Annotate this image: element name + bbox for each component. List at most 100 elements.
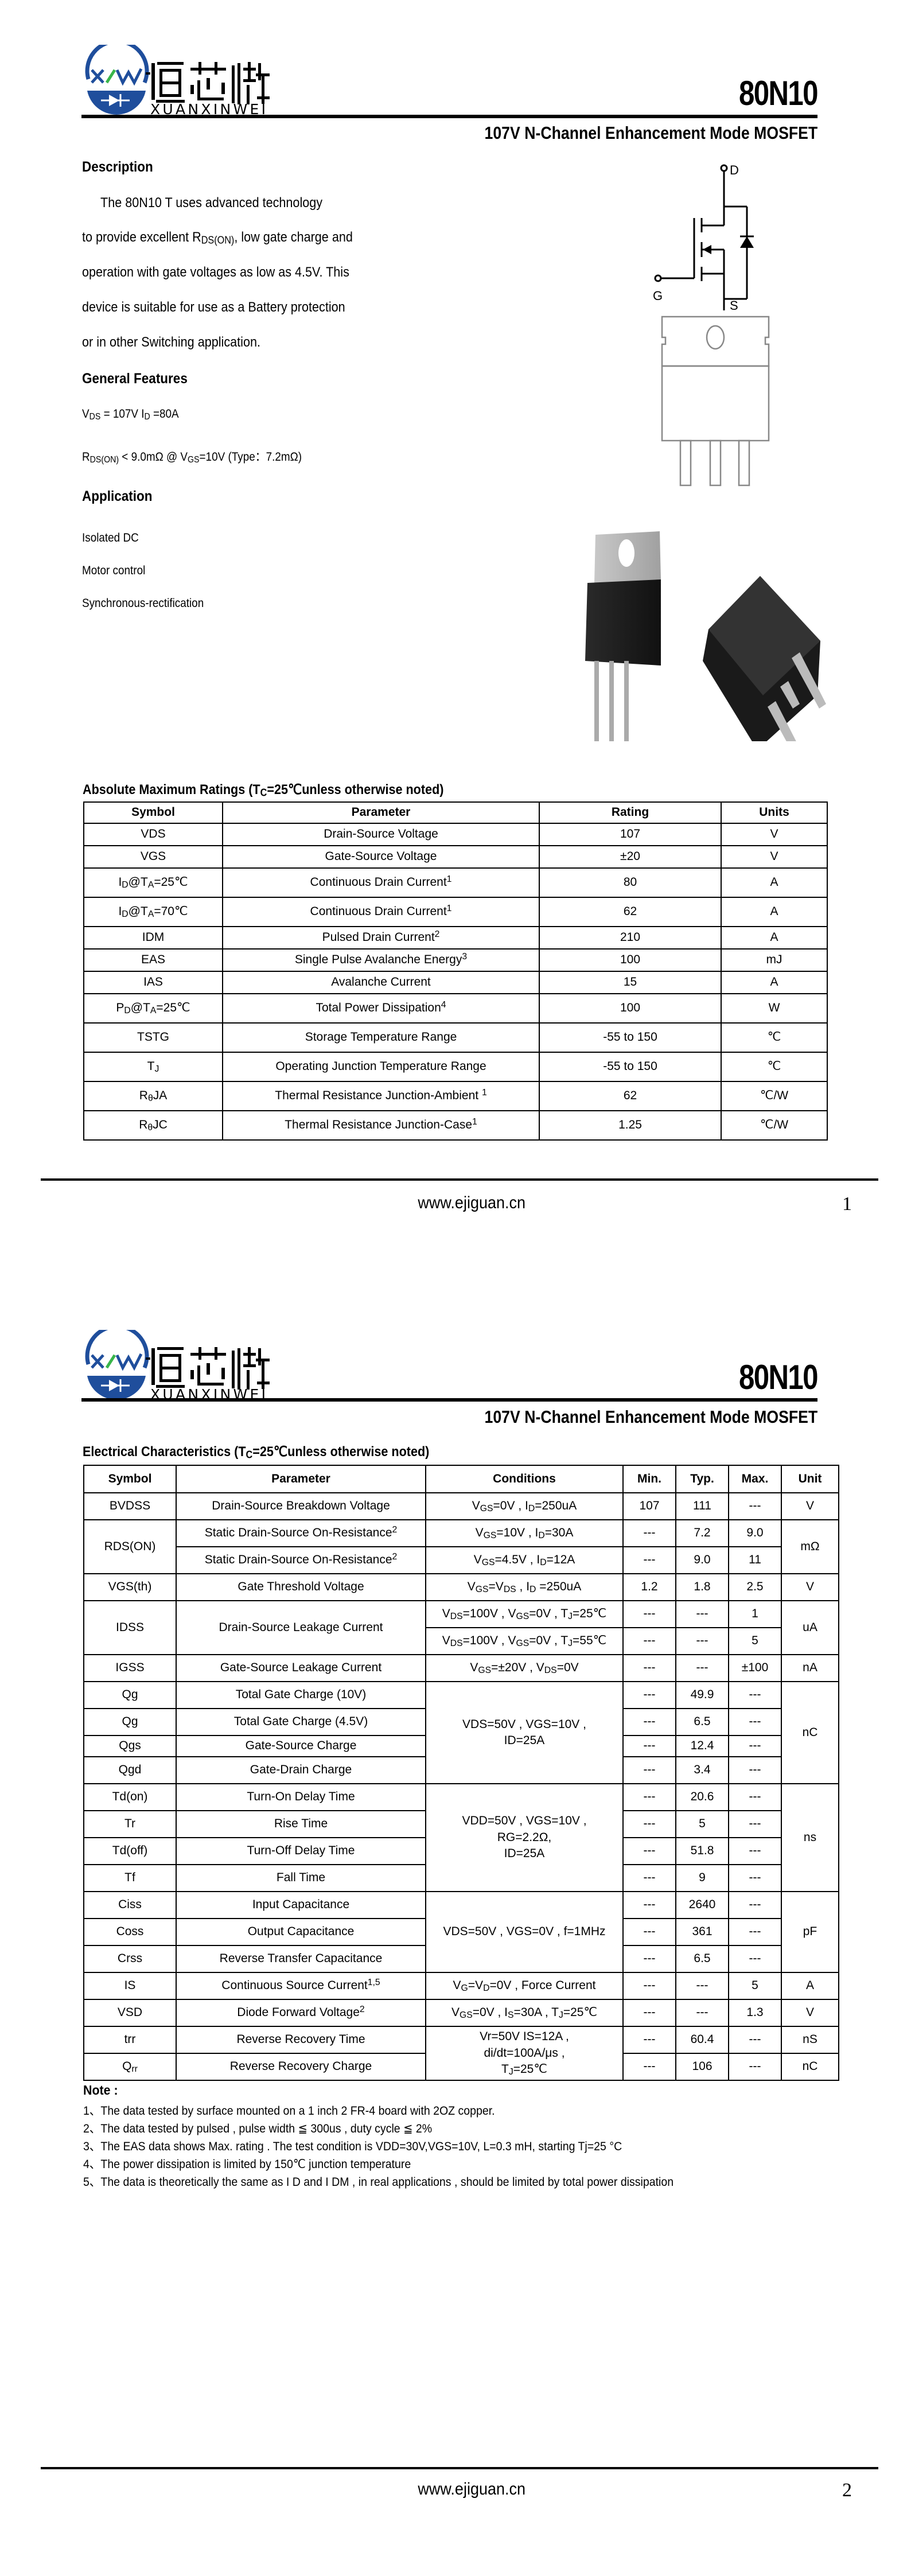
min-cell: --- xyxy=(622,1972,676,2000)
symbol-cell: Qg xyxy=(83,1708,177,1736)
package-outline-drawing xyxy=(661,316,770,487)
min-cell: --- xyxy=(622,1837,676,1865)
column-header: Parameter xyxy=(222,801,540,824)
parameter-cell: Gate-Drain Charge xyxy=(176,1756,426,1784)
table-header-row: Symbol Parameter Rating Units xyxy=(83,801,828,824)
symbol-cell: IDSS xyxy=(83,1600,177,1655)
typ-cell: 1.8 xyxy=(675,1573,729,1601)
symbol-cell: IAS xyxy=(83,971,223,994)
units-cell: ℃/W xyxy=(721,1110,828,1141)
typ-cell: 20.6 xyxy=(675,1783,729,1811)
symbol-cell: Td(off) xyxy=(83,1837,177,1865)
description-heading: Description xyxy=(82,159,153,175)
rating-cell: 62 xyxy=(539,897,722,927)
typ-cell: --- xyxy=(675,1999,729,2027)
typ-cell: 106 xyxy=(675,2053,729,2081)
max-cell: --- xyxy=(728,2053,782,2081)
symbol-cell: RDS(ON) xyxy=(83,1519,177,1574)
source-label: S xyxy=(730,298,738,313)
table-row: Qg Total Gate Charge (10V) VDS=50V , VGS=1… xyxy=(83,1681,839,1784)
symbol-cell: Ciss xyxy=(83,1891,177,1919)
rating-cell: 210 xyxy=(539,926,722,950)
rating-cell: 15 xyxy=(539,971,722,994)
table-row: trr Reverse Recovery Time Vr=50V IS=12A , … xyxy=(83,2026,839,2081)
table-row: IAS Avalanche Current 15 A xyxy=(83,971,828,994)
parameter-cell: Turn-On Delay Time xyxy=(176,1783,426,1811)
table-row: Tr Rise Time --- 5 --- xyxy=(83,1810,839,1838)
min-cell: --- xyxy=(622,1999,676,2027)
conditions-cell: VDS=50V , VGS=0V , f=1MHz xyxy=(425,1891,624,1973)
parameter-cell: Rise Time xyxy=(176,1810,426,1838)
max-cell: --- xyxy=(728,1945,782,1973)
conditions-cell: VGS=4.5V , ID=12A xyxy=(425,1546,624,1574)
header-rule xyxy=(81,1398,817,1402)
logo-mark: XUANXINWEI xyxy=(85,1324,270,1403)
feature-line: VDS = 107V ID =80A xyxy=(82,407,179,422)
units-cell: A xyxy=(721,926,828,950)
symbol-cell: ID@TA=25℃ xyxy=(83,867,223,898)
parameter-cell: Thermal Resistance Junction-Ambient 1 xyxy=(222,1081,540,1111)
unit-cell: A xyxy=(781,1972,839,2000)
symbol-cell: ID@TA=70℃ xyxy=(83,897,223,927)
column-header: Symbol xyxy=(83,1465,177,1493)
elec-title: Electrical Characteristics (TC=25℃unless… xyxy=(83,1444,430,1461)
parameter-cell: Gate Threshold Voltage xyxy=(176,1573,426,1601)
table-row: TJ Operating Junction Temperature Range -5… xyxy=(83,1052,828,1082)
typ-cell: 6.5 xyxy=(675,1945,729,1973)
column-header: Symbol xyxy=(83,801,223,824)
table-row: IDSS Drain-Source Leakage Current VDS=100V… xyxy=(83,1600,839,1655)
svg-text:XUANXINWEI: XUANXINWEI xyxy=(150,101,267,116)
parameter-cell: Avalanche Current xyxy=(222,971,540,994)
description-line: to provide excellent RDS(ON), low gate c… xyxy=(82,229,353,246)
note-item: 5、The data is theoretically the same as … xyxy=(83,2176,674,2189)
parameter-cell: Drain-Source Leakage Current xyxy=(176,1600,426,1655)
application-item: Synchronous-rectification xyxy=(82,597,204,610)
parameter-cell: Total Power Dissipation4 xyxy=(222,993,540,1024)
units-cell: mJ xyxy=(721,948,828,972)
footer-url: www.ejiguan.cn xyxy=(418,2480,526,2499)
table-row: BVDSS Drain-Source Breakdown Voltage VGS=0… xyxy=(83,1492,839,1520)
min-cell: --- xyxy=(622,1654,676,1682)
company-logo: XUANXINWEI xyxy=(84,39,273,119)
typ-cell: 6.5 xyxy=(675,1708,729,1736)
symbol-cell: Crss xyxy=(83,1945,177,1973)
parameter-cell: Drain-Source Voltage xyxy=(222,823,540,846)
table-row: ID@TA=70℃ Continuous Drain Current1 62 A xyxy=(83,897,828,927)
max-cell: --- xyxy=(728,1708,782,1736)
parameter-cell: Single Pulse Avalanche Energy3 xyxy=(222,948,540,972)
company-logo: XUANXINWEI xyxy=(84,1324,273,1404)
max-cell: --- xyxy=(728,1756,782,1784)
table-row: Qgs Gate-Source Charge --- 12.4 --- xyxy=(83,1735,839,1757)
max-cell: 1.3 xyxy=(728,1999,782,2027)
min-cell: --- xyxy=(622,1783,676,1811)
units-cell: V xyxy=(721,845,828,869)
parameter-cell: Total Gate Charge (10V) xyxy=(176,1681,426,1709)
table-row: VGS Gate-Source Voltage ±20 V xyxy=(83,845,828,869)
parameter-cell: Reverse Transfer Capacitance xyxy=(176,1945,426,1973)
conditions-cell: VGS=±20V , VDS=0V xyxy=(425,1654,624,1682)
table-row: EAS Single Pulse Avalanche Energy3 100 mJ xyxy=(83,948,828,972)
typ-cell: 361 xyxy=(675,1918,729,1946)
feature-line: RDS(ON) < 9.0mΩ @ VGS=10V (Type：7.2mΩ) xyxy=(82,450,302,465)
table-row: VDS Drain-Source Voltage 107 V xyxy=(83,823,828,846)
symbol-cell: Qg xyxy=(83,1681,177,1709)
table-row: IGSS Gate-Source Leakage Current VGS=±20V … xyxy=(83,1654,839,1682)
rating-cell: 100 xyxy=(539,948,722,972)
note-item: 1、The data tested by surface mounted on … xyxy=(83,2104,495,2118)
rating-cell: 100 xyxy=(539,993,722,1024)
table-row: VGS(th) Gate Threshold Voltage VGS=VDS , I… xyxy=(83,1573,839,1601)
min-cell: --- xyxy=(622,2026,676,2054)
min-cell: --- xyxy=(622,1546,676,1574)
typ-cell: 12.4 xyxy=(675,1735,729,1757)
min-cell: --- xyxy=(622,2053,676,2081)
symbol-cell: IGSS xyxy=(83,1654,177,1682)
max-cell: --- xyxy=(728,1783,782,1811)
rating-cell: ±20 xyxy=(539,845,722,869)
typ-cell: 3.4 xyxy=(675,1756,729,1784)
conditions-cell: VG=VD=0V , Force Current xyxy=(425,1972,624,2000)
min-cell: 1.2 xyxy=(622,1573,676,1601)
drain-label: D xyxy=(730,163,739,177)
column-header: Rating xyxy=(539,801,722,824)
symbol-cell: Qrr xyxy=(83,2053,177,2081)
symbol-cell: IS xyxy=(83,1972,177,2000)
